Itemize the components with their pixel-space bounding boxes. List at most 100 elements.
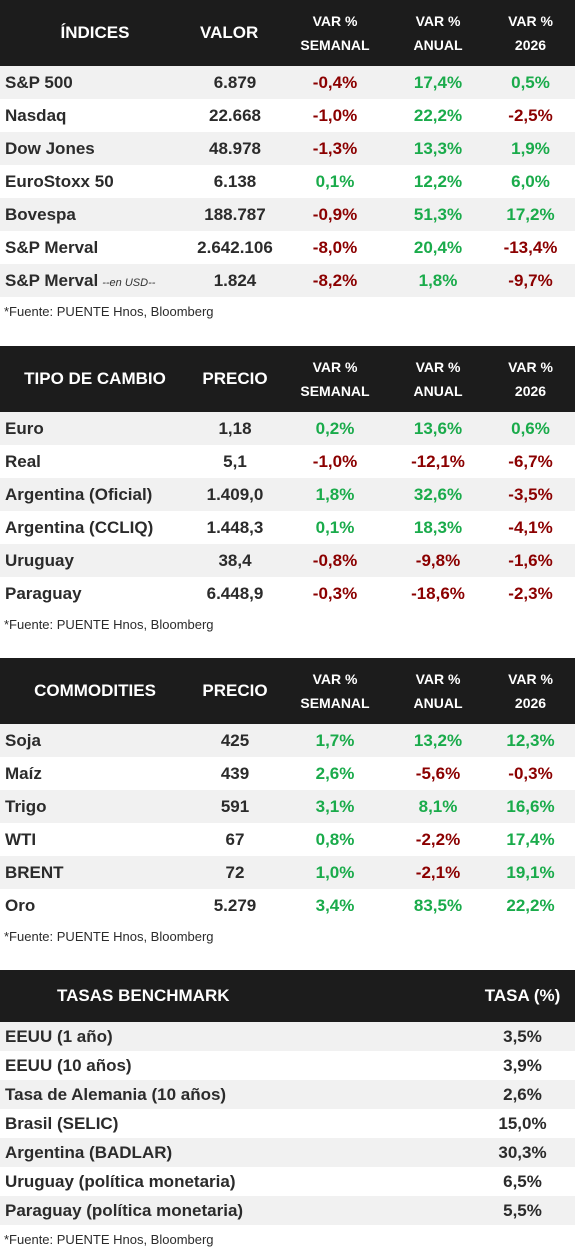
- row-var-2026: -6,7%: [508, 451, 553, 471]
- row-name: Argentina (Oficial): [5, 484, 153, 504]
- table-row: Trigo 591 3,1% 8,1% 16,6%: [0, 790, 575, 823]
- indices-body: S&P 500 6.879 -0,4% 17,4% 0,5% Nasdaq 22.668 -1…: [0, 66, 575, 297]
- table-row: Argentina (Oficial) 1.409,0 1,8% 32,6% -3,5%: [0, 478, 575, 511]
- row-name: Oro: [5, 895, 36, 915]
- table-row: Argentina (BADLAR) 30,3%: [0, 1138, 575, 1167]
- indices-table: ÍNDICES VALOR VAR % SEMANAL VAR % ANUAL VA…: [0, 0, 575, 346]
- table-row: S&P 500 6.879 -0,4% 17,4% 0,5%: [0, 66, 575, 99]
- row-var-anual: 13,3%: [413, 138, 463, 158]
- fx-source: *Fuente: PUENTE Hnos, Bloomberg: [4, 617, 214, 632]
- col-header-var-semanal: VAR % SEMANAL: [300, 13, 370, 53]
- row-value: 1,18: [218, 418, 252, 438]
- col-header-precio: PRECIO: [202, 369, 268, 388]
- col-header-var-2026: VAR % 2026: [508, 13, 553, 53]
- row-value: 6.138: [213, 171, 257, 191]
- row-var-2026: -3,5%: [508, 484, 553, 504]
- row-var-2026: 0,5%: [511, 72, 550, 92]
- row-name: Argentina (CCLIQ): [5, 517, 154, 537]
- indices-header: ÍNDICES VALOR VAR % SEMANAL VAR % ANUAL VA…: [0, 0, 575, 66]
- table-row: Nasdaq 22.668 -1,0% 22,2% -2,5%: [0, 99, 575, 132]
- table-row: EEUU (10 años) 3,9%: [0, 1051, 575, 1080]
- row-value: 1.448,3: [206, 517, 264, 537]
- row-var-anual: -5,6%: [415, 763, 461, 783]
- col-header-tasa: TASA (%): [484, 986, 561, 1005]
- table-row: Real 5,1 -1,0% -12,1% -6,7%: [0, 445, 575, 478]
- rates-table: TASAS BENCHMARK TASA (%) EEUU (1 año) 3,5…: [0, 970, 575, 1260]
- row-name: WTI: [5, 829, 37, 849]
- row-var-2026: -2,3%: [508, 583, 553, 603]
- row-name: Paraguay: [5, 583, 82, 603]
- row-var-2026: -0,3%: [508, 763, 553, 783]
- table-row: Tasa de Alemania (10 años) 2,6%: [0, 1080, 575, 1109]
- row-var-semanal: -1,0%: [312, 105, 358, 125]
- table-row: Paraguay (política monetaria) 5,5%: [0, 1196, 575, 1225]
- table-row: Soja 425 1,7% 13,2% 12,3%: [0, 724, 575, 757]
- row-var-anual: -2,1%: [415, 862, 461, 882]
- row-var-anual: -2,2%: [415, 829, 461, 849]
- row-var-anual: 13,2%: [413, 730, 463, 750]
- table-row: Maíz 439 2,6% -5,6% -0,3%: [0, 757, 575, 790]
- row-note: --en USD--: [102, 276, 156, 289]
- row-value: 67: [225, 829, 245, 849]
- row-value: 5.279: [213, 895, 257, 915]
- row-value: 1.824: [213, 270, 257, 290]
- row-var-2026: -4,1%: [508, 517, 553, 537]
- row-value: 6.879: [213, 72, 257, 92]
- row-var-2026: 17,4%: [506, 829, 555, 849]
- col-header-var-2026: VAR % 2026: [508, 671, 553, 711]
- row-var-anual: 22,2%: [413, 105, 463, 125]
- row-var-2026: -2,5%: [508, 105, 553, 125]
- table-row: EEUU (1 año) 3,5%: [0, 1022, 575, 1051]
- row-var-semanal: 0,1%: [315, 517, 355, 537]
- row-var-semanal: 3,1%: [315, 796, 355, 816]
- row-value: 2.642.106: [197, 237, 273, 257]
- row-var-2026: 6,0%: [511, 171, 550, 191]
- row-name: Brasil (SELIC): [5, 1113, 119, 1133]
- row-value: 5,1: [223, 451, 247, 471]
- row-var-semanal: -1,0%: [312, 451, 358, 471]
- row-var-semanal: 0,2%: [315, 418, 355, 438]
- row-value: 439: [220, 763, 250, 783]
- row-var-semanal: -8,0%: [312, 237, 358, 257]
- commodities-table: COMMODITIES PRECIO VAR % SEMANAL VAR % ANU…: [0, 658, 575, 970]
- fx-body: Euro 1,18 0,2% 13,6% 0,6% Real 5,1 -1,0% -12,1% -…: [0, 412, 575, 610]
- row-var-semanal: 3,4%: [315, 895, 355, 915]
- row-name: BRENT: [5, 862, 64, 882]
- col-header-var-2026: VAR % 2026: [508, 359, 553, 399]
- row-var-2026: -13,4%: [503, 237, 558, 257]
- row-name: Euro: [5, 418, 44, 438]
- table-row: Paraguay 6.448,9 -0,3% -18,6% -2,3%: [0, 577, 575, 610]
- row-var-anual: 51,3%: [413, 204, 463, 224]
- row-var-anual: -12,1%: [411, 451, 465, 471]
- row-name: Dow Jones: [5, 138, 95, 158]
- row-name: Argentina (BADLAR): [5, 1142, 173, 1162]
- table-row: BRENT 72 1,0% -2,1% 19,1%: [0, 856, 575, 889]
- row-name: S&P Merval --en USD--: [5, 270, 156, 290]
- row-var-semanal: -0,3%: [312, 583, 358, 603]
- row-name: Soja: [5, 730, 41, 750]
- table-row: Brasil (SELIC) 15,0%: [0, 1109, 575, 1138]
- row-name: Paraguay (política monetaria): [5, 1200, 244, 1220]
- row-rate: 2,6%: [503, 1084, 542, 1104]
- row-value: 6.448,9: [206, 583, 264, 603]
- row-rate: 15,0%: [498, 1113, 547, 1133]
- row-name: Real: [5, 451, 41, 471]
- col-header-var-anual: VAR % ANUAL: [413, 671, 463, 711]
- commodities-source: *Fuente: PUENTE Hnos, Bloomberg: [4, 929, 214, 944]
- rates-source: *Fuente: PUENTE Hnos, Bloomberg: [4, 1232, 214, 1247]
- table-row: Oro 5.279 3,4% 83,5% 22,2%: [0, 889, 575, 922]
- table-row: Argentina (CCLIQ) 1.448,3 0,1% 18,3% -4,1%: [0, 511, 575, 544]
- row-var-2026: -9,7%: [508, 270, 553, 290]
- row-name: Bovespa: [5, 204, 76, 224]
- row-name: Uruguay (política monetaria): [5, 1171, 236, 1191]
- table-row: EuroStoxx 50 6.138 0,1% 12,2% 6,0%: [0, 165, 575, 198]
- col-header-valor: VALOR: [200, 23, 259, 42]
- row-var-anual: -9,8%: [415, 550, 461, 570]
- table-row: Uruguay (política monetaria) 6,5%: [0, 1167, 575, 1196]
- col-header-tasas-benchmark: TASAS BENCHMARK: [57, 986, 230, 1005]
- row-rate: 30,3%: [498, 1142, 547, 1162]
- row-value: 72: [225, 862, 245, 882]
- row-value: 38,4: [218, 550, 252, 570]
- row-name: EEUU (1 año): [5, 1026, 113, 1046]
- row-var-semanal: 0,8%: [315, 829, 355, 849]
